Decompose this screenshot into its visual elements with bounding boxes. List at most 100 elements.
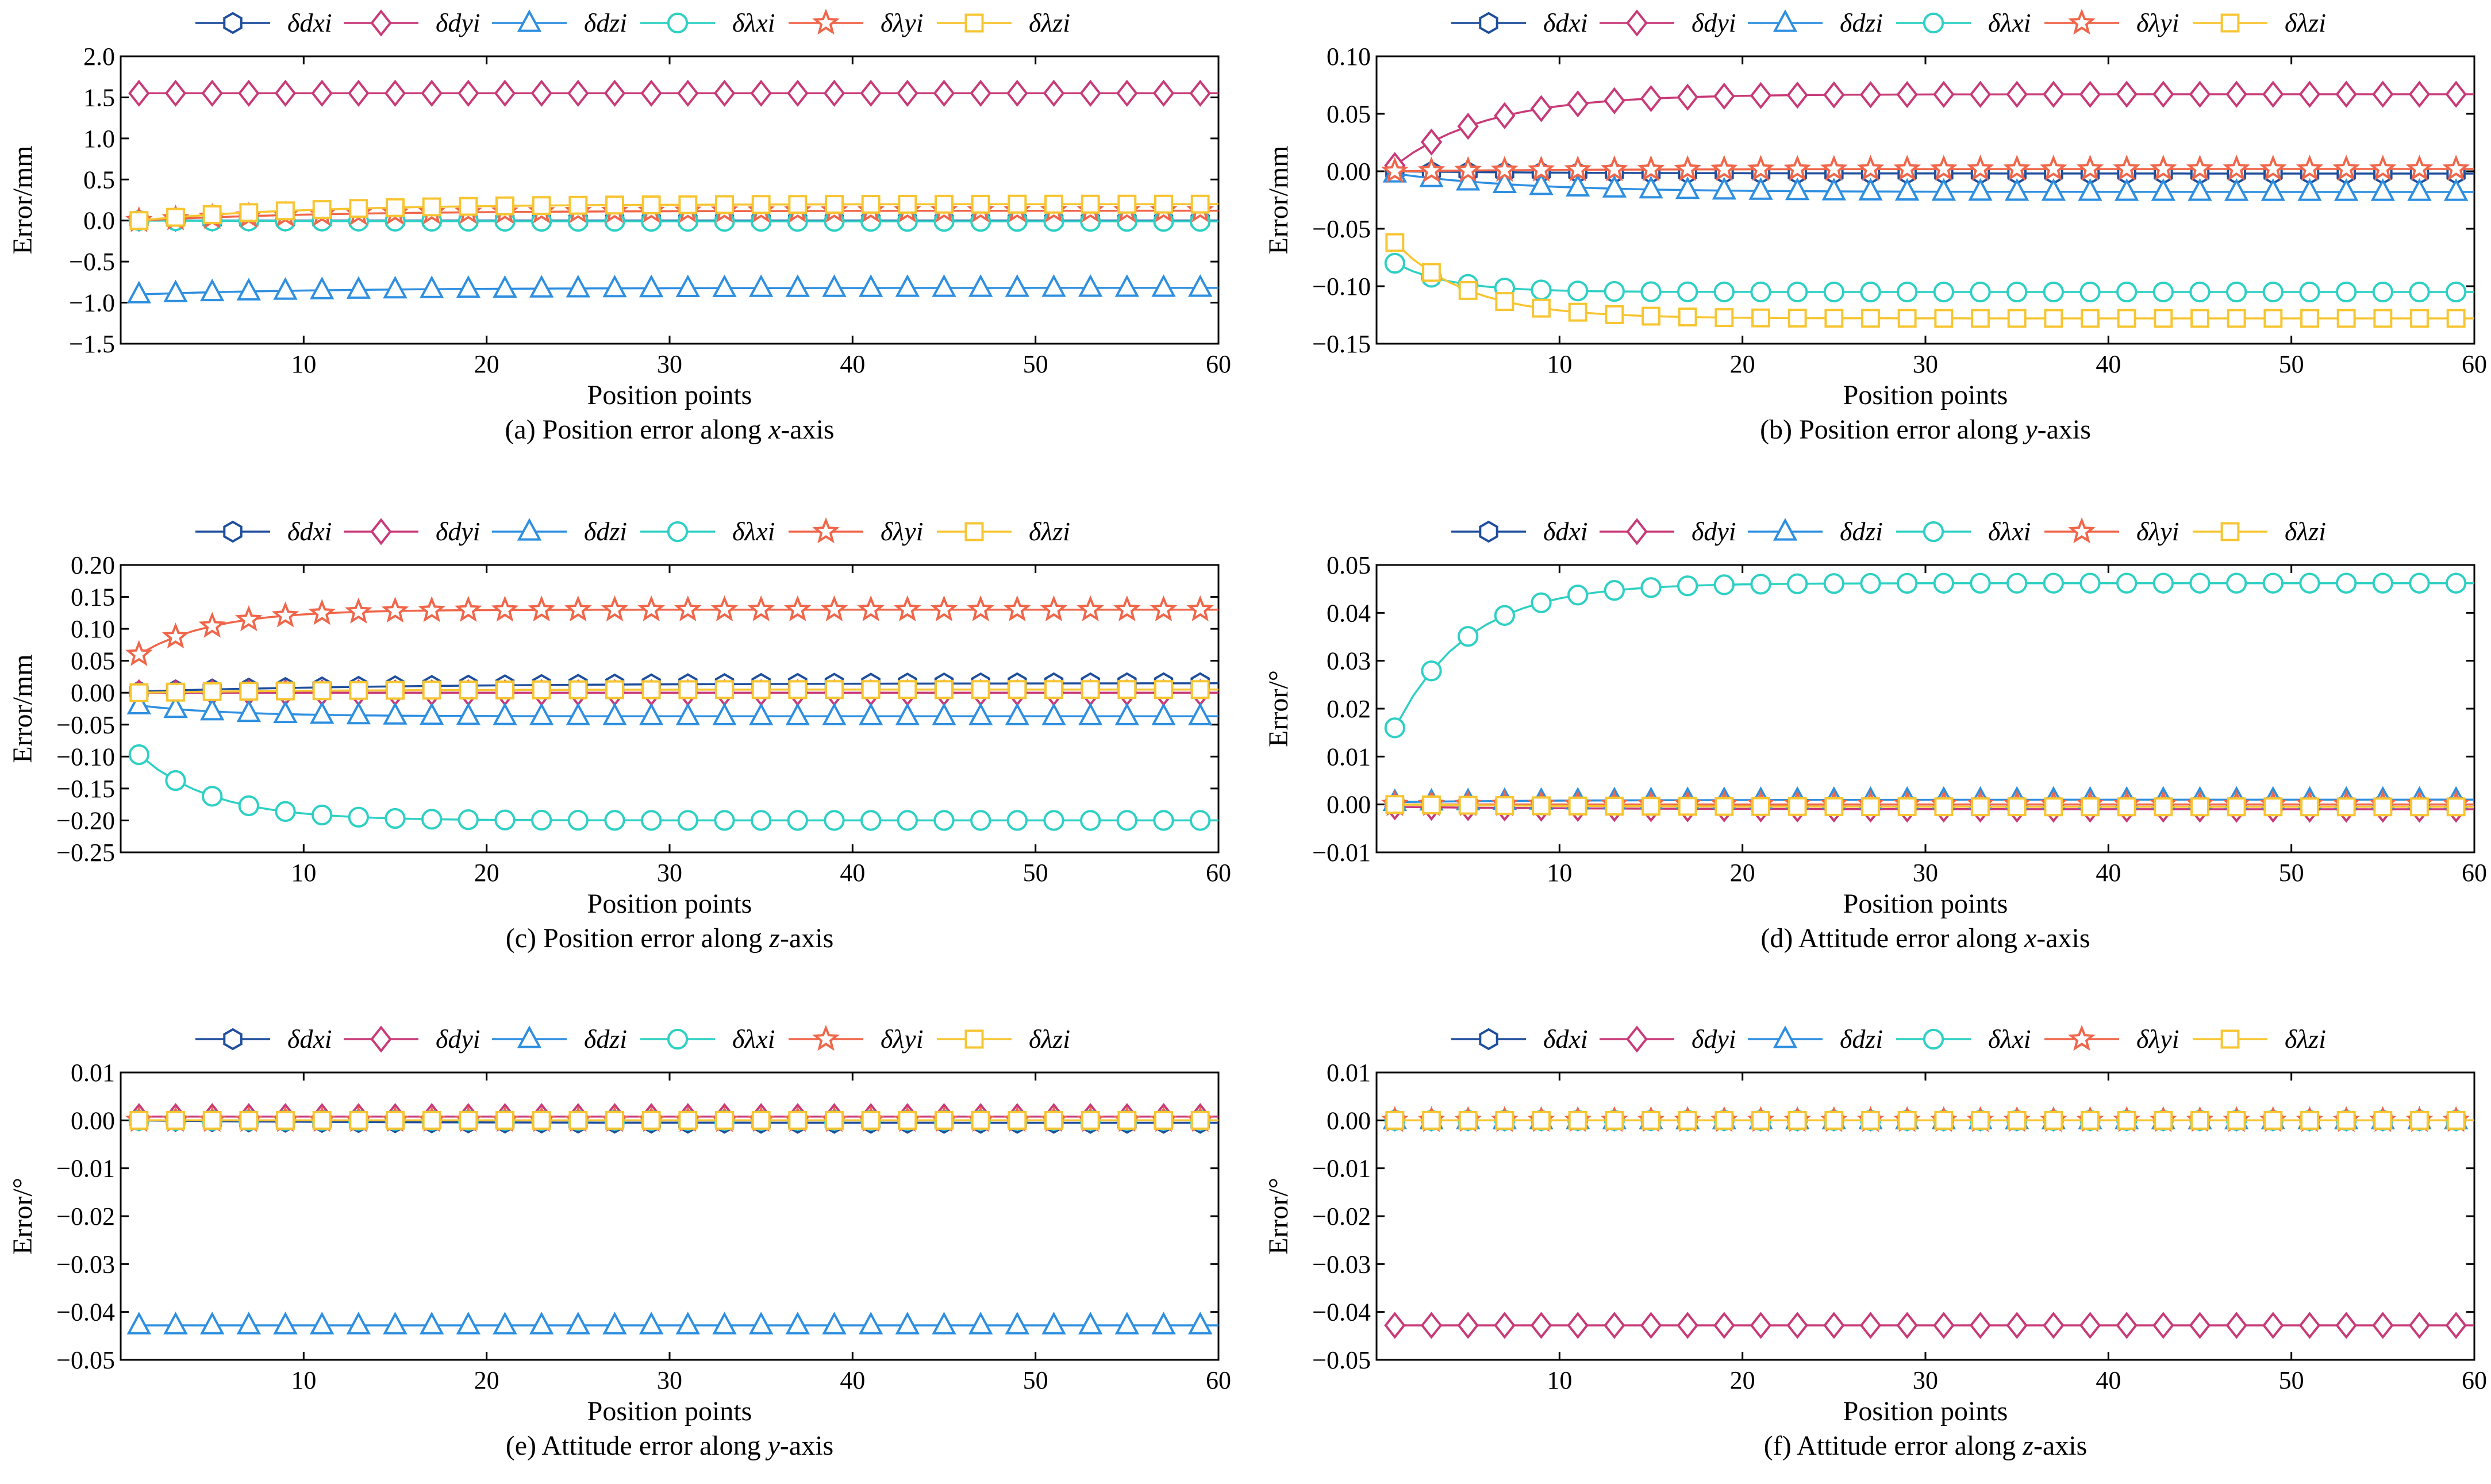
data-point xyxy=(2154,309,2173,328)
data-point xyxy=(1605,1110,1624,1130)
y-tick-label: 0.01 xyxy=(1327,1059,1371,1087)
data-point xyxy=(349,1110,368,1130)
data-point xyxy=(822,1312,847,1335)
data-point xyxy=(1494,1312,1516,1339)
data-point xyxy=(787,79,809,107)
data-point xyxy=(1787,309,1807,328)
data-point xyxy=(239,682,259,701)
data-point xyxy=(1495,796,1514,815)
data-point xyxy=(421,809,443,830)
data-point xyxy=(1081,1110,1100,1130)
data-point xyxy=(1787,281,1808,303)
legend-label: δdyi xyxy=(1692,517,1736,546)
data-point xyxy=(1492,170,1517,193)
data-point xyxy=(1677,83,1698,111)
data-point xyxy=(1491,156,1519,182)
data-point xyxy=(785,1312,810,1335)
data-point xyxy=(2114,178,2139,201)
legend-marker xyxy=(2068,9,2096,35)
data-point xyxy=(751,680,771,699)
series-delta-dzi xyxy=(126,691,1218,725)
data-point xyxy=(1568,302,1587,322)
data-point xyxy=(2299,572,2320,594)
data-point xyxy=(456,1312,481,1335)
data-point xyxy=(458,79,479,107)
data-point xyxy=(788,680,808,699)
data-point xyxy=(1678,307,1697,326)
data-point xyxy=(494,79,516,107)
data-point xyxy=(602,274,627,298)
data-point xyxy=(1712,176,1737,200)
data-point xyxy=(898,1110,917,1130)
data-point xyxy=(1529,172,1554,195)
data-point xyxy=(459,197,478,216)
legend-marker xyxy=(2220,522,2240,541)
data-point xyxy=(748,702,774,725)
data-point xyxy=(418,596,445,622)
y-tick-label: 0.15 xyxy=(71,583,115,612)
data-point xyxy=(825,680,844,699)
legend-marker xyxy=(370,9,392,37)
x-tick-label: 10 xyxy=(1547,859,1572,887)
data-point xyxy=(532,1110,551,1130)
data-point xyxy=(125,640,153,666)
data-point xyxy=(312,681,332,701)
caption-suffix: -axis xyxy=(780,923,833,954)
data-point xyxy=(236,699,262,722)
x-tick-label: 10 xyxy=(291,859,316,887)
data-point xyxy=(273,277,298,300)
data-point xyxy=(202,682,222,701)
data-point xyxy=(861,680,881,699)
data-point xyxy=(1457,1312,1479,1339)
series-delta-lambda-xi xyxy=(128,744,1218,831)
data-point xyxy=(932,1312,956,1335)
data-point xyxy=(1494,605,1515,626)
data-point xyxy=(2225,80,2247,108)
x-axis-label: Position points xyxy=(1843,889,2008,919)
data-point xyxy=(383,702,408,725)
data-point xyxy=(2446,1110,2466,1130)
data-point xyxy=(935,194,954,214)
data-point xyxy=(2370,178,2396,201)
data-point xyxy=(2262,281,2284,303)
x-tick-label: 10 xyxy=(1547,350,1572,378)
data-point xyxy=(1567,585,1589,606)
series-delta-lambda-zi xyxy=(129,680,1218,702)
data-point xyxy=(1043,79,1065,107)
data-point xyxy=(1078,702,1103,725)
data-point xyxy=(1154,1110,1173,1130)
data-point xyxy=(1189,79,1211,107)
data-point xyxy=(164,79,187,107)
data-point xyxy=(128,744,149,766)
legend-marker xyxy=(517,9,542,32)
x-tick-label: 60 xyxy=(2462,1366,2487,1394)
data-point xyxy=(1715,1110,1734,1130)
data-point xyxy=(2081,1110,2100,1130)
legend-label: δλyi xyxy=(2136,8,2179,37)
data-point xyxy=(1041,702,1066,725)
data-point xyxy=(386,1110,405,1130)
data-point xyxy=(528,595,555,622)
data-point xyxy=(2443,178,2469,201)
data-point xyxy=(198,612,226,638)
caption-axis: y xyxy=(2022,414,2038,445)
legend-marker xyxy=(1773,1025,1798,1048)
series-delta-dzi xyxy=(1382,160,2474,201)
data-point xyxy=(1897,281,1918,303)
series-delta-lambda-zi xyxy=(129,1110,1218,1130)
y-tick-label: 0.00 xyxy=(71,679,115,707)
y-tick-label: −0.02 xyxy=(56,1202,115,1231)
data-point xyxy=(309,276,335,299)
data-point xyxy=(2332,155,2360,181)
data-point xyxy=(788,1110,808,1130)
data-point xyxy=(1044,1110,1063,1130)
data-point xyxy=(346,276,371,299)
data-point xyxy=(1713,574,1735,595)
y-tick-label: 0.10 xyxy=(1327,43,1371,71)
y-tick-label: 1.5 xyxy=(83,83,115,112)
data-point xyxy=(967,595,994,621)
data-point xyxy=(1968,178,1993,201)
data-point xyxy=(2117,797,2136,817)
data-point xyxy=(1786,1312,1808,1339)
data-point xyxy=(2189,572,2211,594)
